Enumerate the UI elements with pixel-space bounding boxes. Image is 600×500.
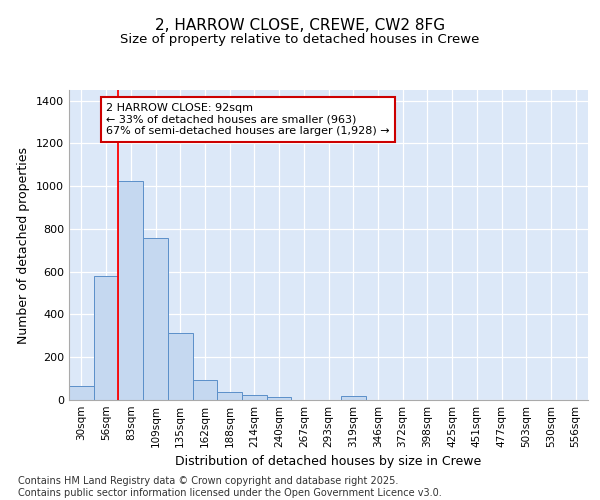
- X-axis label: Distribution of detached houses by size in Crewe: Distribution of detached houses by size …: [175, 456, 482, 468]
- Text: Size of property relative to detached houses in Crewe: Size of property relative to detached ho…: [121, 32, 479, 46]
- Y-axis label: Number of detached properties: Number of detached properties: [17, 146, 31, 344]
- Bar: [168, 332, 193, 400]
- Text: Contains HM Land Registry data © Crown copyright and database right 2025.
Contai: Contains HM Land Registry data © Crown c…: [18, 476, 442, 498]
- Text: 2, HARROW CLOSE, CREWE, CW2 8FG: 2, HARROW CLOSE, CREWE, CW2 8FG: [155, 18, 445, 32]
- Bar: [242, 396, 267, 400]
- Bar: [118, 181, 143, 400]
- Bar: [267, 398, 292, 400]
- Bar: [94, 276, 118, 400]
- Text: 2 HARROW CLOSE: 92sqm
← 33% of detached houses are smaller (963)
67% of semi-det: 2 HARROW CLOSE: 92sqm ← 33% of detached …: [106, 103, 389, 136]
- Bar: [193, 380, 217, 400]
- Bar: [217, 392, 242, 400]
- Bar: [341, 396, 365, 400]
- Bar: [69, 386, 94, 400]
- Bar: [143, 238, 168, 400]
